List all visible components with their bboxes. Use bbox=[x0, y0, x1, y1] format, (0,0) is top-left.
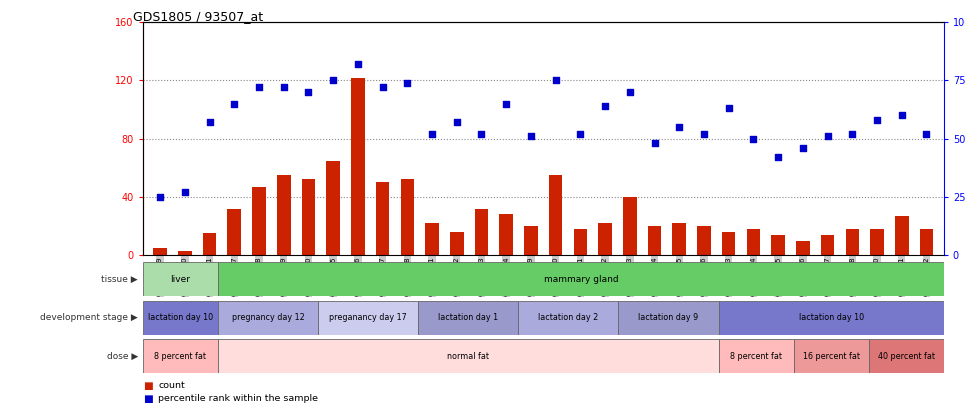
Bar bbox=[351, 78, 365, 255]
Point bbox=[425, 131, 440, 137]
Bar bbox=[722, 232, 735, 255]
Point bbox=[474, 131, 489, 137]
Bar bbox=[450, 232, 463, 255]
Bar bbox=[868, 339, 944, 373]
Bar bbox=[326, 160, 340, 255]
Bar bbox=[793, 339, 868, 373]
Bar bbox=[153, 248, 167, 255]
Bar bbox=[375, 182, 390, 255]
Point bbox=[869, 117, 885, 123]
Bar bbox=[771, 235, 785, 255]
Bar bbox=[252, 187, 265, 255]
Text: 8 percent fat: 8 percent fat bbox=[731, 352, 782, 361]
Bar bbox=[619, 301, 719, 335]
Bar bbox=[218, 339, 719, 373]
Text: lactation day 10: lactation day 10 bbox=[148, 313, 213, 322]
Point bbox=[919, 131, 934, 137]
Bar bbox=[821, 235, 835, 255]
Bar bbox=[302, 179, 316, 255]
Point bbox=[374, 84, 390, 91]
Text: ■: ■ bbox=[143, 394, 152, 403]
Bar bbox=[549, 175, 563, 255]
Text: tissue ▶: tissue ▶ bbox=[101, 275, 138, 284]
Bar bbox=[518, 301, 619, 335]
Point bbox=[301, 89, 317, 96]
Text: 16 percent fat: 16 percent fat bbox=[803, 352, 860, 361]
Bar bbox=[500, 214, 513, 255]
Point bbox=[770, 154, 786, 161]
Text: count: count bbox=[158, 381, 185, 390]
Text: preganancy day 17: preganancy day 17 bbox=[329, 313, 407, 322]
Point bbox=[325, 77, 341, 84]
Bar bbox=[400, 179, 414, 255]
Bar bbox=[318, 301, 418, 335]
Bar bbox=[623, 197, 637, 255]
Point bbox=[697, 131, 712, 137]
Bar bbox=[143, 339, 218, 373]
Bar bbox=[719, 339, 793, 373]
Bar bbox=[179, 251, 192, 255]
Bar bbox=[796, 241, 810, 255]
Point bbox=[672, 124, 687, 130]
Point bbox=[597, 103, 613, 109]
Point bbox=[622, 89, 638, 96]
Bar bbox=[143, 301, 218, 335]
Point bbox=[894, 112, 909, 119]
Bar bbox=[218, 301, 318, 335]
Bar bbox=[573, 229, 587, 255]
Point bbox=[721, 105, 736, 112]
Bar bbox=[277, 175, 290, 255]
Point bbox=[548, 77, 564, 84]
Bar bbox=[870, 229, 884, 255]
Point bbox=[400, 79, 415, 86]
Point bbox=[572, 131, 588, 137]
Text: mammary gland: mammary gland bbox=[543, 275, 619, 284]
Bar bbox=[143, 262, 218, 296]
Bar bbox=[697, 226, 711, 255]
Point bbox=[178, 189, 193, 196]
Bar bbox=[920, 229, 933, 255]
Text: percentile rank within the sample: percentile rank within the sample bbox=[158, 394, 318, 403]
Text: GDS1805 / 93507_at: GDS1805 / 93507_at bbox=[133, 10, 263, 23]
Bar bbox=[648, 226, 661, 255]
Bar bbox=[524, 226, 538, 255]
Bar bbox=[845, 229, 859, 255]
Bar bbox=[719, 301, 944, 335]
Text: development stage ▶: development stage ▶ bbox=[41, 313, 138, 322]
Bar bbox=[228, 209, 241, 255]
Point bbox=[202, 119, 217, 126]
Text: normal fat: normal fat bbox=[447, 352, 489, 361]
Text: pregnancy day 12: pregnancy day 12 bbox=[232, 313, 304, 322]
Text: liver: liver bbox=[171, 275, 190, 284]
Bar bbox=[426, 223, 439, 255]
Bar bbox=[673, 223, 686, 255]
Point bbox=[795, 145, 811, 151]
Point bbox=[449, 119, 464, 126]
Bar bbox=[418, 301, 518, 335]
Text: dose ▶: dose ▶ bbox=[107, 352, 138, 361]
Point bbox=[227, 100, 242, 107]
Text: 40 percent fat: 40 percent fat bbox=[878, 352, 935, 361]
Text: lactation day 2: lactation day 2 bbox=[538, 313, 598, 322]
Point bbox=[647, 140, 662, 147]
Point bbox=[350, 61, 366, 67]
Text: lactation day 1: lactation day 1 bbox=[438, 313, 498, 322]
Point bbox=[844, 131, 860, 137]
Text: 8 percent fat: 8 percent fat bbox=[154, 352, 207, 361]
Point bbox=[152, 194, 168, 200]
Bar bbox=[895, 216, 908, 255]
Bar bbox=[475, 209, 488, 255]
Text: lactation day 10: lactation day 10 bbox=[799, 313, 864, 322]
Bar bbox=[203, 233, 216, 255]
Point bbox=[499, 100, 514, 107]
Bar bbox=[598, 223, 612, 255]
Point bbox=[251, 84, 266, 91]
Point bbox=[746, 135, 761, 142]
Text: lactation day 9: lactation day 9 bbox=[638, 313, 699, 322]
Point bbox=[820, 133, 836, 140]
Text: ■: ■ bbox=[143, 381, 152, 390]
Point bbox=[523, 133, 538, 140]
Point bbox=[276, 84, 291, 91]
Bar bbox=[747, 229, 760, 255]
